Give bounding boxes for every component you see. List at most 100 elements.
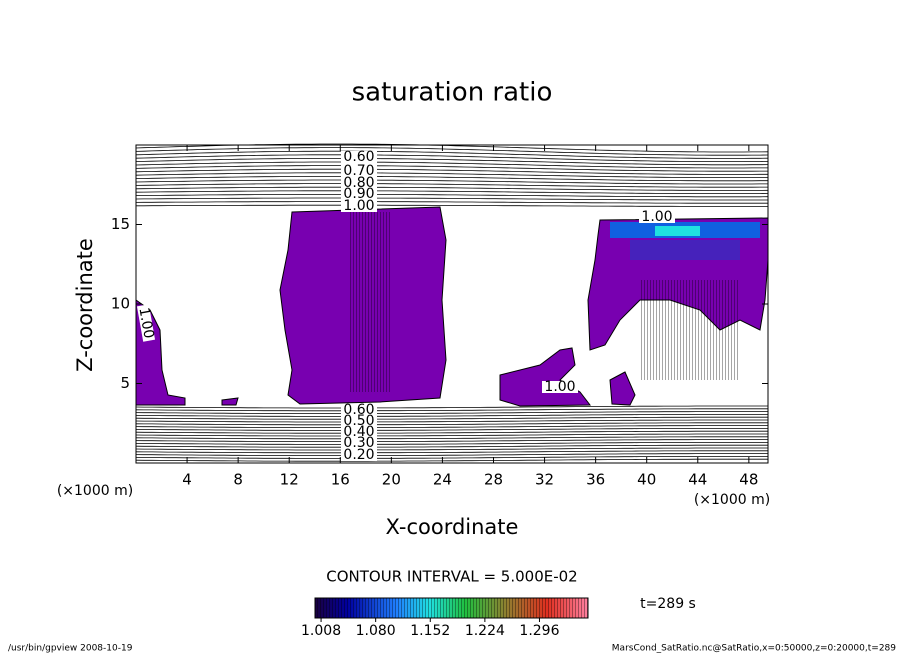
label-bg bbox=[341, 449, 377, 461]
x-tick-label: 16 bbox=[331, 471, 350, 489]
contour-line bbox=[135, 458, 768, 462]
contour-line bbox=[135, 419, 768, 423]
contour-line bbox=[135, 453, 768, 456]
patch bbox=[655, 226, 700, 236]
contour-line bbox=[135, 450, 768, 454]
label-bg bbox=[341, 151, 377, 163]
label-bg bbox=[341, 415, 377, 427]
contour-line bbox=[135, 150, 769, 159]
contour-line bbox=[135, 430, 768, 434]
contour-line bbox=[135, 416, 768, 420]
contour-line bbox=[135, 414, 768, 417]
contour-label: 1.00 bbox=[135, 306, 156, 339]
contour-line bbox=[135, 183, 768, 188]
colorbar-tick-label: 1.152 bbox=[410, 623, 450, 639]
contour-line bbox=[135, 428, 768, 431]
patch bbox=[350, 212, 390, 392]
x-tick-label: 28 bbox=[484, 471, 503, 489]
contour-label: 1.00 bbox=[544, 379, 575, 395]
contour-line bbox=[135, 436, 768, 440]
contour-line bbox=[135, 433, 768, 437]
contour-line bbox=[135, 444, 768, 448]
high-values bbox=[350, 212, 760, 392]
contour-line bbox=[135, 186, 769, 191]
contour-line bbox=[135, 154, 769, 162]
x-tick-label: 12 bbox=[280, 471, 299, 489]
region bbox=[499, 347, 592, 407]
x-tick-label: 48 bbox=[739, 471, 758, 489]
label-bg bbox=[341, 404, 377, 416]
y-unit: (×1000 m) bbox=[57, 483, 133, 499]
footer-left: /usr/bin/gpview 2008-10-19 bbox=[8, 644, 133, 654]
chart-title: saturation ratio bbox=[352, 78, 553, 108]
contour-line bbox=[135, 161, 768, 169]
colorbar-tick-label: 1.224 bbox=[465, 623, 505, 639]
footer-right: MarsCond_SatRatio.nc@SatRatio,x=0:50000,… bbox=[612, 644, 896, 654]
label-bg bbox=[341, 200, 377, 212]
contour-interval: CONTOUR INTERVAL = 5.000E-02 bbox=[326, 568, 577, 586]
contour-line bbox=[135, 158, 769, 166]
region bbox=[609, 371, 636, 406]
region bbox=[221, 397, 239, 406]
contour-line bbox=[135, 447, 768, 451]
contour-line bbox=[135, 172, 768, 178]
contour-line bbox=[136, 204, 768, 207]
contour-line bbox=[135, 176, 768, 182]
contour-line bbox=[135, 405, 768, 409]
x-tick-label: 8 bbox=[233, 471, 243, 489]
y-tick-label: 10 bbox=[111, 295, 130, 313]
contour-label: 0.20 bbox=[343, 447, 374, 463]
contour-line bbox=[135, 442, 768, 445]
contour-line bbox=[135, 143, 769, 153]
contour-line bbox=[135, 439, 768, 442]
label-bg bbox=[341, 188, 377, 200]
contour-label: 0.70 bbox=[343, 163, 374, 179]
x-tick-label: 32 bbox=[535, 471, 554, 489]
x-tick-label: 40 bbox=[637, 471, 656, 489]
contour-line bbox=[135, 408, 768, 412]
contour-label: 0.80 bbox=[343, 175, 374, 191]
colorbar-tick-label: 1.296 bbox=[519, 623, 559, 639]
label-bg bbox=[639, 211, 675, 223]
label-bg bbox=[341, 437, 377, 449]
contour-line bbox=[135, 147, 769, 156]
x-axis-label: X-coordinate bbox=[386, 515, 519, 539]
label-bg bbox=[341, 177, 377, 189]
y-axis-label: Z-coordinate bbox=[73, 238, 97, 372]
patch bbox=[640, 280, 740, 380]
contour-line bbox=[135, 165, 768, 172]
contour-label: 0.60 bbox=[343, 149, 374, 165]
colorbar-tick-label: 1.080 bbox=[356, 623, 396, 639]
contour-line bbox=[135, 194, 769, 198]
contour-line bbox=[135, 456, 768, 459]
label-bg bbox=[341, 165, 377, 177]
patch bbox=[630, 240, 740, 260]
contour-line bbox=[135, 190, 769, 194]
y-tick-label: 15 bbox=[111, 215, 130, 233]
contour-line bbox=[135, 201, 768, 204]
x-tick-label: 4 bbox=[182, 471, 192, 489]
contour-label: 0.90 bbox=[343, 186, 374, 202]
contour-line bbox=[135, 422, 768, 426]
contour-line bbox=[135, 168, 768, 175]
label-bg bbox=[136, 304, 156, 342]
contour-label: 1.00 bbox=[641, 209, 672, 225]
x-tick-label: 24 bbox=[433, 471, 452, 489]
contour-line bbox=[135, 425, 768, 428]
contour-line bbox=[135, 411, 768, 414]
contour-label: 0.50 bbox=[343, 413, 374, 429]
x-tick-label: 36 bbox=[586, 471, 605, 489]
contour-label: 0.30 bbox=[343, 435, 374, 451]
label-bg bbox=[341, 426, 377, 438]
x-tick-label: 20 bbox=[382, 471, 401, 489]
colorbar-tick-label: 1.008 bbox=[301, 623, 341, 639]
y-tick-label: 5 bbox=[120, 374, 130, 392]
x-unit: (×1000 m) bbox=[694, 492, 770, 508]
contour-line bbox=[135, 179, 768, 185]
label-bg bbox=[542, 381, 578, 393]
colorbar-stripes bbox=[315, 598, 588, 618]
contour-label: 0.40 bbox=[343, 424, 374, 440]
contour-line bbox=[135, 197, 768, 201]
time-label: t=289 s bbox=[640, 596, 696, 612]
